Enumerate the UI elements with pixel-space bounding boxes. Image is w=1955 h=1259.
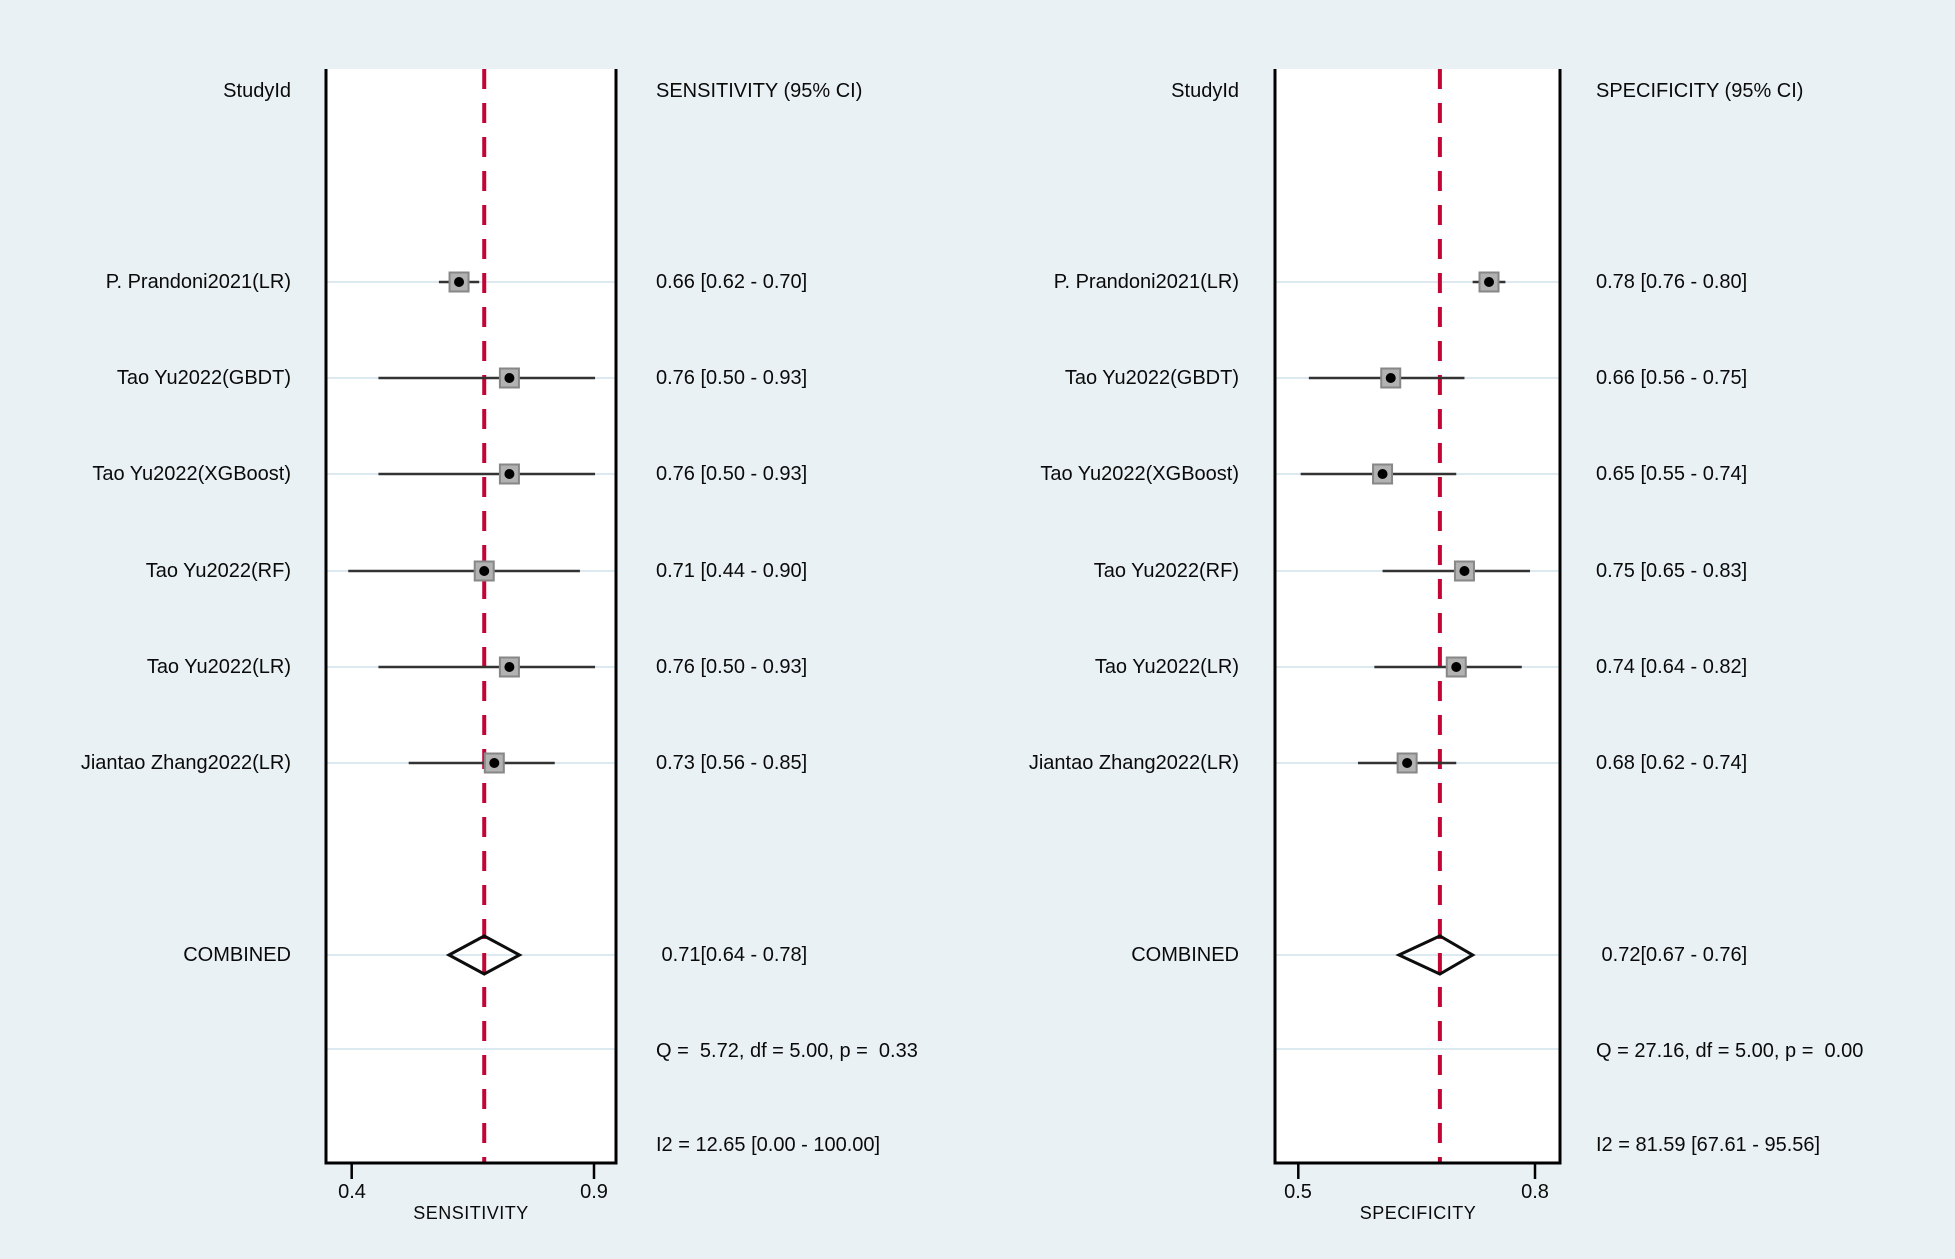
x-axis-title-specificity: SPECIFICITY — [1359, 1203, 1477, 1223]
plot-panel — [1275, 69, 1560, 1163]
estimate-ci-value: 0.73 [0.56 - 0.85] — [656, 752, 808, 774]
study-marker-dot — [1451, 662, 1462, 672]
x-axis-title-sensitivity: SENSITIVITY — [413, 1203, 529, 1223]
study-marker-dot — [504, 373, 515, 383]
heterogeneity-i2-stat: I2 = 81.59 [67.61 - 95.56] — [1596, 1134, 1821, 1156]
panel-title-sensitivity: SENSITIVITY (95% CI) — [656, 80, 863, 102]
plot-panel — [326, 69, 616, 1163]
combined-estimate-value: 0.72[0.67 - 0.76] — [1596, 944, 1748, 966]
estimate-ci-value: 0.66 [0.62 - 0.70] — [656, 271, 808, 293]
study-marker-dot — [454, 277, 465, 287]
study-column-header: StudyId — [223, 80, 291, 102]
study-label: Jiantao Zhang2022(LR) — [1028, 752, 1239, 774]
study-label: Jiantao Zhang2022(LR) — [80, 752, 291, 774]
study-label: Tao Yu2022(RF) — [1093, 560, 1239, 582]
study-label: Tao Yu2022(XGBoost) — [92, 463, 291, 485]
x-tick-label: 0.4 — [338, 1181, 366, 1203]
x-tick-label: 0.8 — [1521, 1181, 1549, 1203]
x-tick-label: 0.5 — [1284, 1181, 1312, 1203]
estimate-ci-value: 0.71 [0.44 - 0.90] — [656, 560, 808, 582]
study-label: Tao Yu2022(RF) — [145, 560, 291, 582]
panel-title-specificity: SPECIFICITY (95% CI) — [1596, 80, 1804, 102]
estimate-ci-value: 0.78 [0.76 - 0.80] — [1596, 271, 1748, 293]
study-marker-dot — [1385, 373, 1396, 383]
study-label: Tao Yu2022(LR) — [1094, 656, 1239, 678]
estimate-ci-value: 0.68 [0.62 - 0.74] — [1596, 752, 1748, 774]
study-label: P. Prandoni2021(LR) — [105, 271, 291, 293]
study-label: Tao Yu2022(XGBoost) — [1040, 463, 1239, 485]
estimate-ci-value: 0.65 [0.55 - 0.74] — [1596, 463, 1748, 485]
study-marker-dot — [504, 469, 515, 479]
heterogeneity-i2-stat: I2 = 12.65 [0.00 - 100.00] — [656, 1134, 881, 1156]
heterogeneity-q-stat: Q = 27.16, df = 5.00, p = 0.00 — [1596, 1040, 1864, 1062]
x-tick-label: 0.9 — [580, 1181, 608, 1203]
estimate-ci-value: 0.75 [0.65 - 0.83] — [1596, 560, 1748, 582]
estimate-ci-value: 0.76 [0.50 - 0.93] — [656, 656, 808, 678]
combined-estimate-value: 0.71[0.64 - 0.78] — [656, 944, 808, 966]
estimate-ci-value: 0.76 [0.50 - 0.93] — [656, 367, 808, 389]
study-column-header: StudyId — [1171, 80, 1239, 102]
study-marker-dot — [489, 758, 500, 768]
combined-label: COMBINED — [1131, 944, 1239, 966]
heterogeneity-q-stat: Q = 5.72, df = 5.00, p = 0.33 — [656, 1040, 918, 1062]
study-marker-dot — [1402, 758, 1413, 768]
estimate-ci-value: 0.74 [0.64 - 0.82] — [1596, 656, 1748, 678]
study-marker-dot — [1459, 566, 1470, 576]
study-marker-dot — [479, 566, 490, 576]
study-marker-dot — [1484, 277, 1495, 287]
study-label: Tao Yu2022(LR) — [146, 656, 291, 678]
combined-label: COMBINED — [183, 944, 291, 966]
study-marker-dot — [1377, 469, 1388, 479]
study-label: Tao Yu2022(GBDT) — [116, 367, 291, 389]
combined-diamond — [445, 934, 523, 976]
estimate-ci-value: 0.76 [0.50 - 0.93] — [656, 463, 808, 485]
combined-diamond — [1395, 934, 1476, 976]
study-label: Tao Yu2022(GBDT) — [1064, 367, 1239, 389]
study-label: P. Prandoni2021(LR) — [1053, 271, 1239, 293]
study-marker-dot — [504, 662, 515, 672]
estimate-ci-value: 0.66 [0.56 - 0.75] — [1596, 367, 1748, 389]
